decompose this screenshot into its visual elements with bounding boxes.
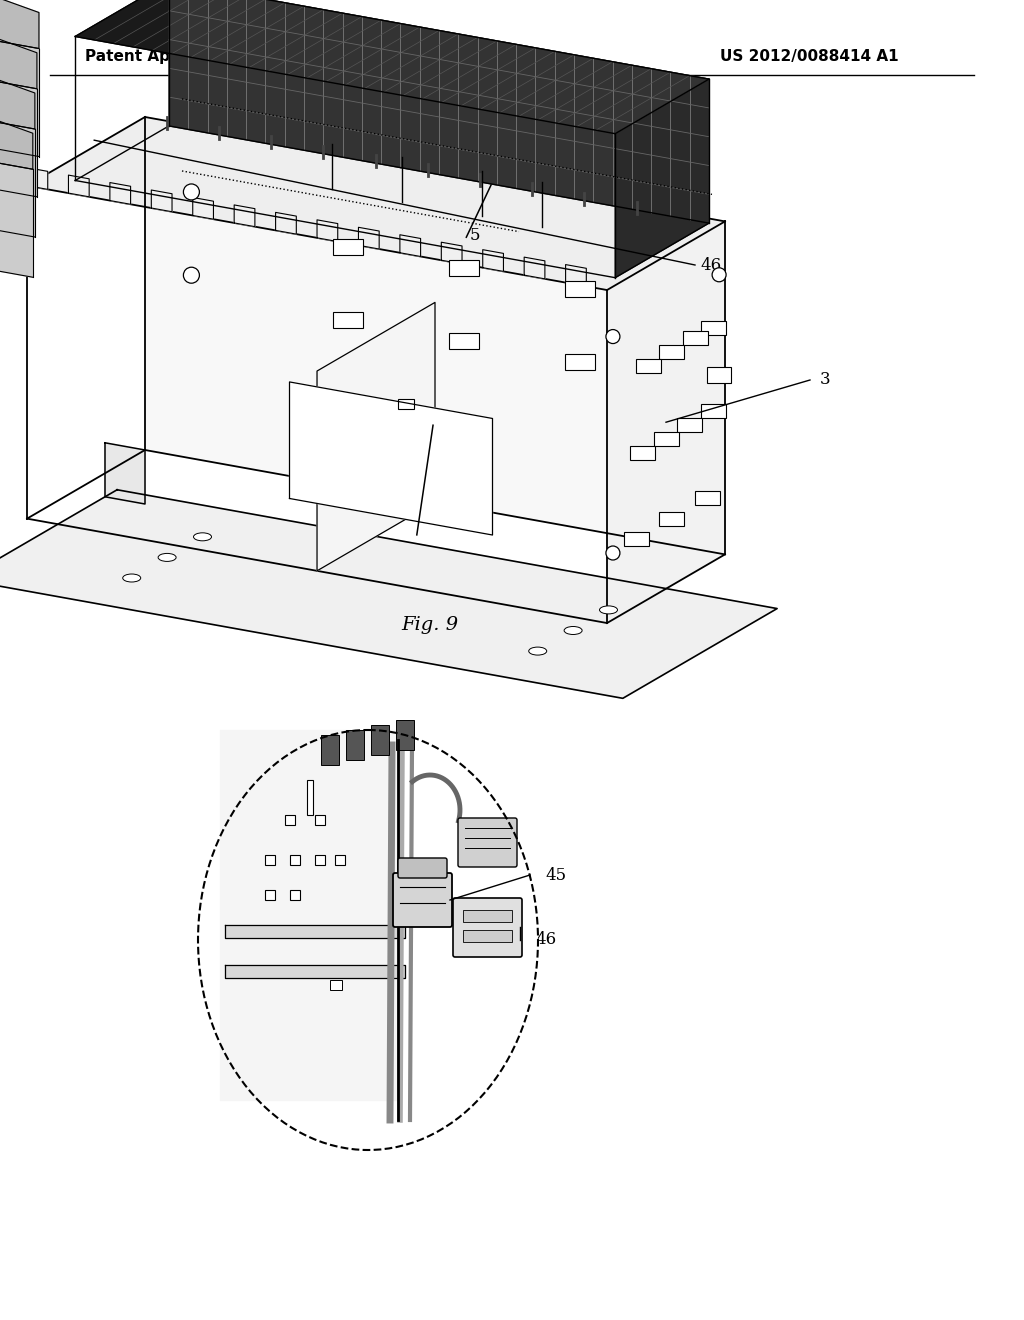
Text: 1: 1 (505, 141, 516, 158)
Circle shape (183, 267, 200, 284)
Polygon shape (441, 242, 462, 264)
Ellipse shape (123, 574, 140, 582)
Bar (290, 890, 300, 900)
Polygon shape (290, 381, 493, 535)
FancyBboxPatch shape (393, 873, 452, 927)
Polygon shape (225, 925, 406, 939)
Bar (624, 532, 649, 546)
Polygon shape (400, 235, 421, 256)
Text: Patent Application Publication: Patent Application Publication (85, 49, 346, 65)
Polygon shape (193, 198, 213, 219)
Bar (330, 979, 342, 990)
Bar (449, 260, 479, 276)
Polygon shape (105, 442, 145, 504)
Polygon shape (169, 0, 709, 223)
Text: 46: 46 (700, 256, 721, 273)
Bar (398, 399, 414, 409)
Text: Fig. 10: Fig. 10 (345, 1121, 415, 1139)
Polygon shape (0, 77, 37, 197)
Bar (315, 855, 325, 865)
Polygon shape (0, 116, 35, 238)
Text: 5: 5 (470, 227, 480, 243)
Bar (565, 281, 595, 297)
Text: 3: 3 (820, 371, 830, 388)
Polygon shape (317, 220, 338, 242)
Bar (290, 855, 300, 865)
Polygon shape (220, 730, 400, 1100)
Polygon shape (565, 264, 587, 286)
Polygon shape (0, 75, 35, 129)
Bar (695, 491, 720, 506)
Bar (463, 931, 512, 942)
Bar (700, 404, 726, 418)
Bar (659, 512, 684, 525)
Text: US 2012/0088414 A1: US 2012/0088414 A1 (720, 49, 899, 65)
Ellipse shape (158, 553, 176, 561)
Bar (659, 346, 684, 359)
Bar (333, 312, 362, 329)
Bar (653, 432, 679, 446)
Bar (630, 446, 655, 459)
Bar (677, 418, 702, 432)
Circle shape (183, 183, 200, 199)
Bar (700, 321, 726, 335)
Polygon shape (27, 117, 725, 290)
Bar (463, 909, 512, 921)
Bar (371, 725, 389, 755)
Polygon shape (0, 490, 777, 698)
Polygon shape (482, 249, 504, 272)
FancyBboxPatch shape (398, 858, 447, 878)
Text: 46: 46 (535, 932, 556, 949)
Bar (708, 367, 731, 383)
Text: Apr. 12, 2012  Sheet 9 of 13: Apr. 12, 2012 Sheet 9 of 13 (281, 49, 519, 65)
Polygon shape (0, 157, 33, 277)
Polygon shape (225, 965, 406, 978)
Polygon shape (615, 79, 709, 277)
Circle shape (606, 546, 620, 560)
Polygon shape (27, 168, 48, 189)
Polygon shape (0, 36, 39, 157)
Polygon shape (69, 176, 89, 197)
Polygon shape (152, 190, 172, 211)
Bar (565, 354, 595, 370)
Ellipse shape (599, 606, 617, 614)
Bar (449, 333, 479, 348)
Bar (315, 814, 325, 825)
Ellipse shape (564, 627, 582, 635)
Polygon shape (110, 182, 131, 205)
Bar (321, 735, 339, 766)
FancyBboxPatch shape (453, 898, 522, 957)
Ellipse shape (198, 730, 538, 1150)
Bar (636, 359, 660, 374)
Bar (307, 780, 313, 814)
Polygon shape (275, 213, 296, 234)
FancyBboxPatch shape (458, 818, 517, 867)
Polygon shape (0, 0, 39, 49)
Polygon shape (234, 205, 255, 227)
Circle shape (712, 268, 726, 281)
Bar (346, 730, 364, 760)
Polygon shape (0, 34, 37, 88)
Polygon shape (317, 302, 435, 570)
Text: 45: 45 (545, 866, 566, 883)
Bar (683, 331, 708, 346)
Polygon shape (607, 222, 725, 623)
Bar (285, 814, 295, 825)
Bar (265, 855, 275, 865)
Polygon shape (75, 0, 709, 133)
Bar (265, 890, 275, 900)
Text: Fig. 9: Fig. 9 (401, 616, 459, 634)
Bar (333, 239, 362, 255)
Polygon shape (524, 257, 545, 279)
Circle shape (606, 330, 620, 343)
Polygon shape (145, 117, 725, 554)
Bar (396, 719, 414, 750)
Ellipse shape (528, 647, 547, 655)
Bar (335, 855, 345, 865)
Polygon shape (358, 227, 379, 249)
Polygon shape (0, 115, 33, 169)
Ellipse shape (194, 533, 212, 541)
